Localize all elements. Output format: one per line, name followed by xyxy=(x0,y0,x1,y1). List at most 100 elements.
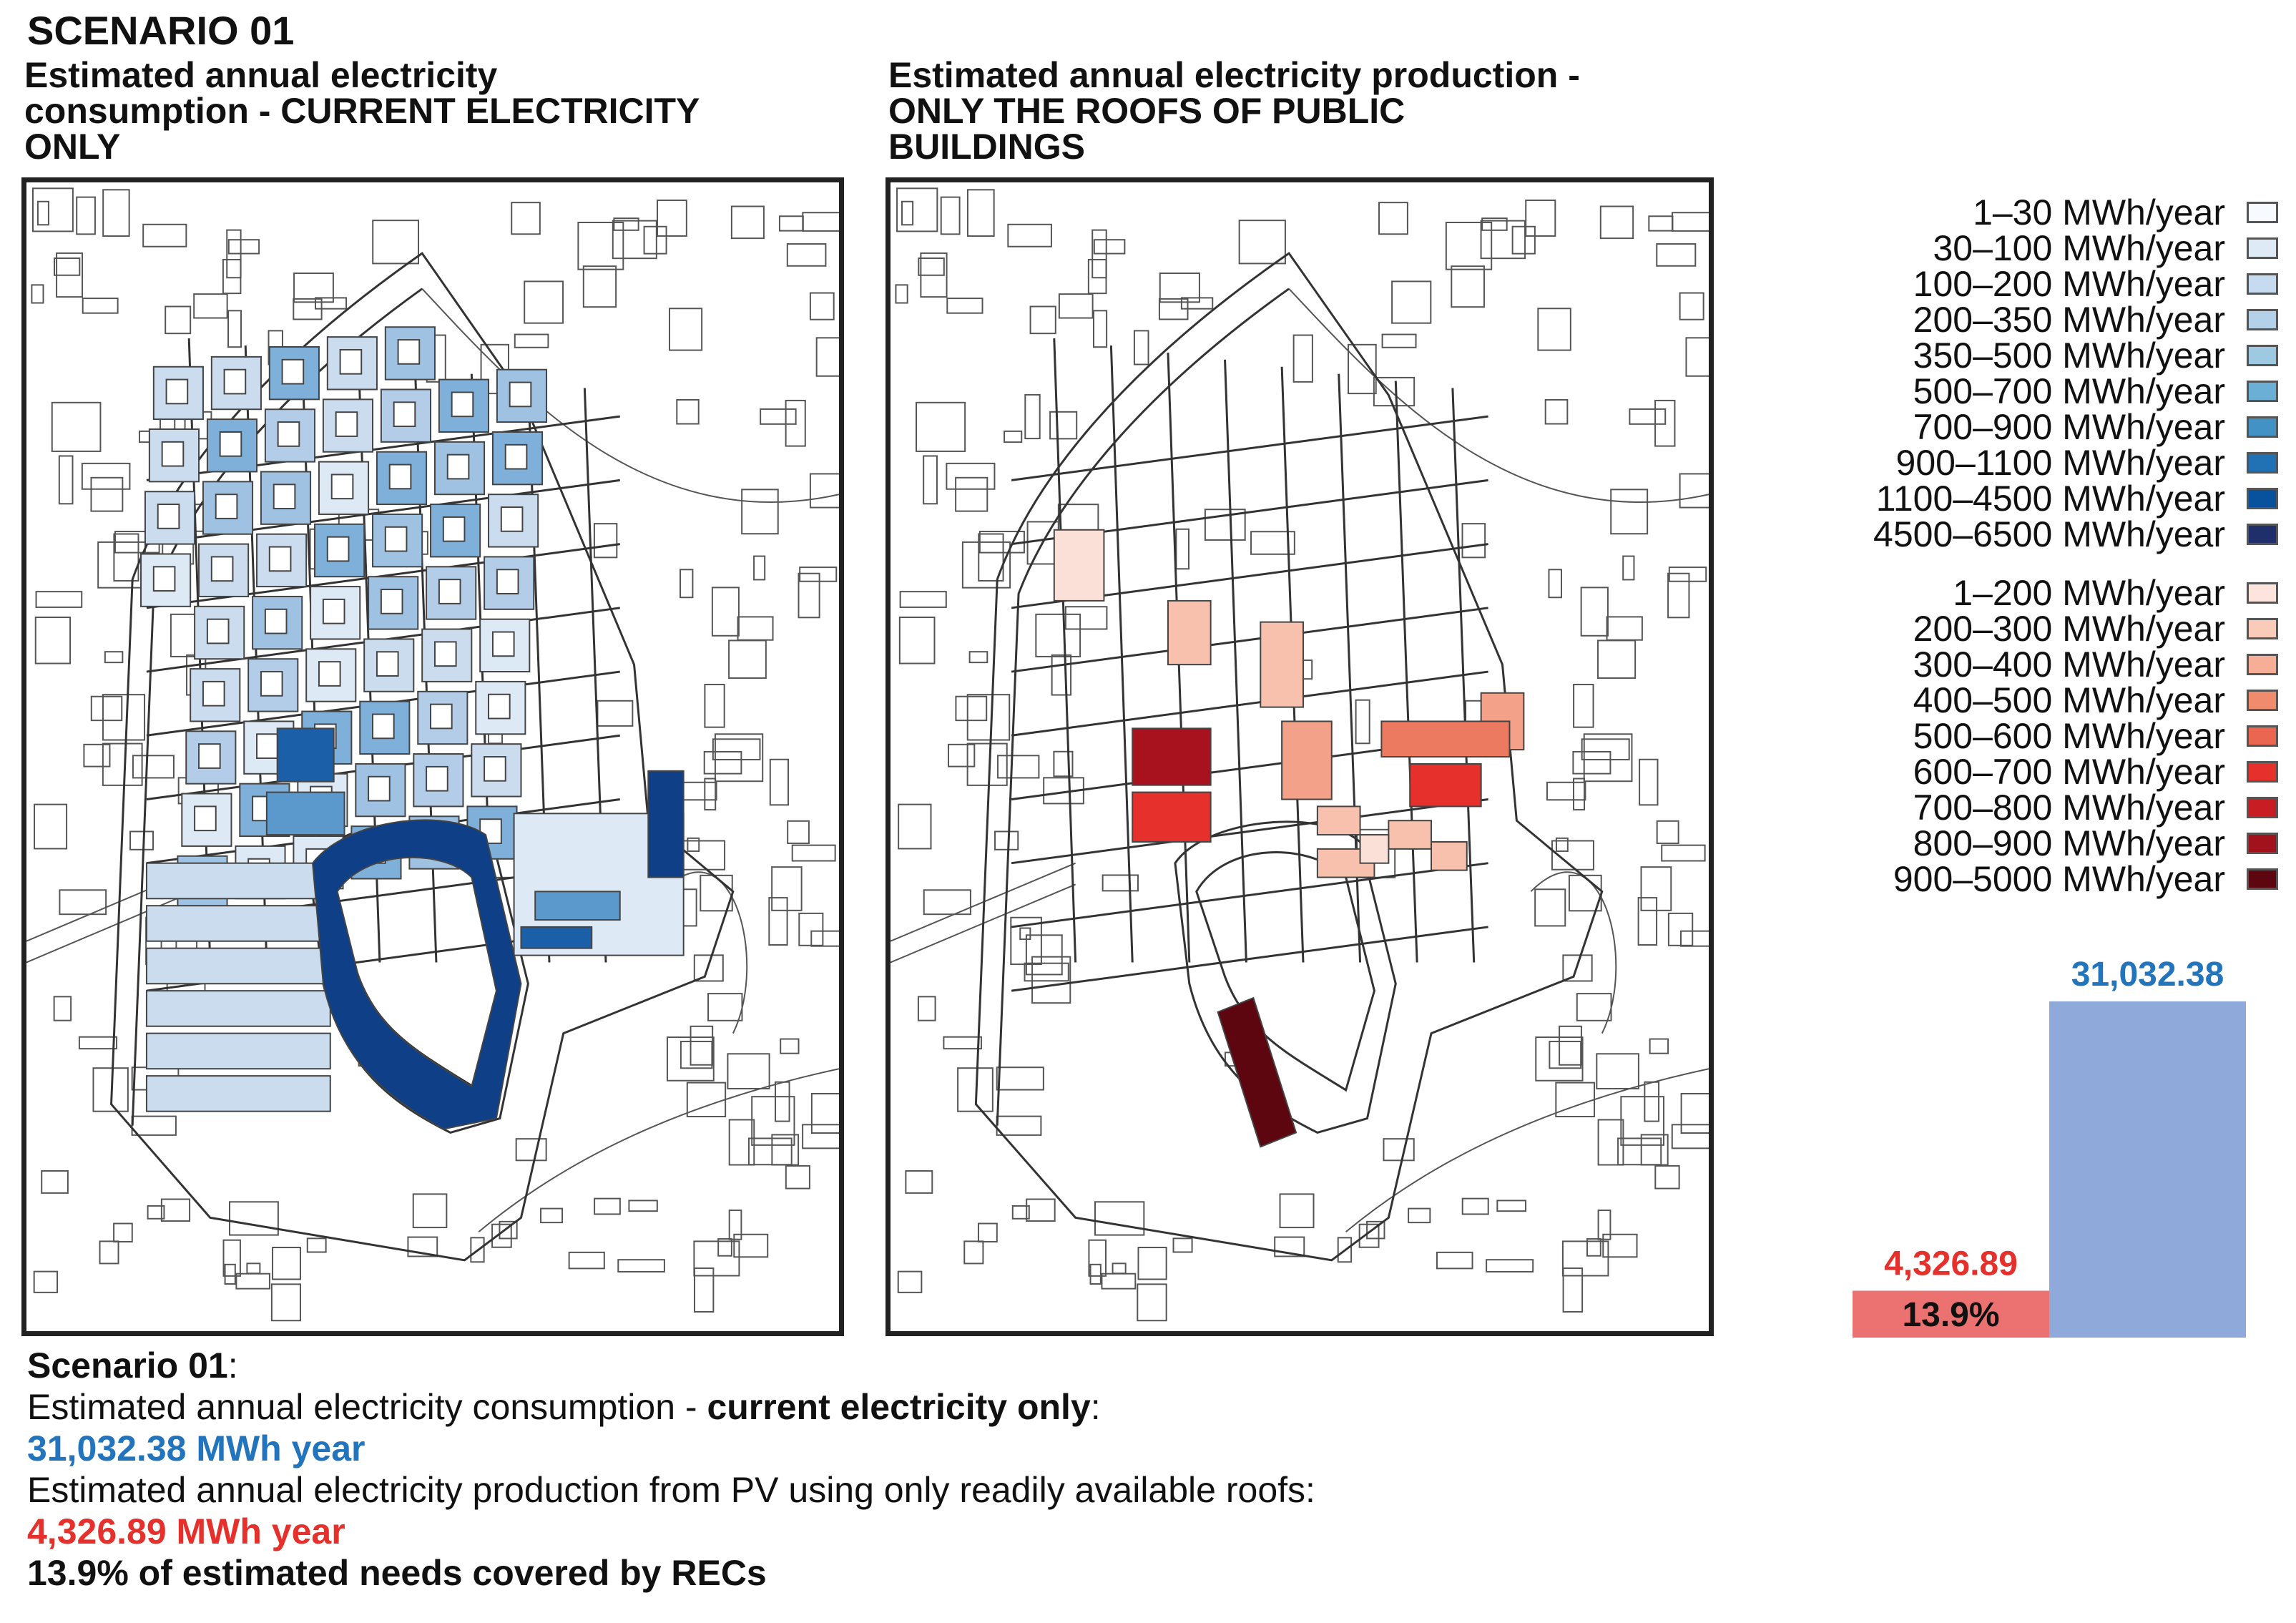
production-legend-label: 900–5000 MWh/year xyxy=(1893,859,2225,899)
building-outline xyxy=(597,700,634,727)
building-outline xyxy=(1451,265,1485,308)
building-outline xyxy=(916,401,966,452)
building-outline xyxy=(132,755,175,779)
block-courtyard xyxy=(277,421,300,447)
building-outline xyxy=(293,273,334,303)
building-outline xyxy=(1004,430,1023,443)
production-map[interactable] xyxy=(885,177,1714,1336)
building-outline xyxy=(1549,1041,1582,1069)
district-boundary xyxy=(974,252,1604,1262)
production-roofs xyxy=(1053,529,1525,1148)
consumption-legend-swatch xyxy=(2247,273,2278,295)
production-legend-label: 1–200 MWh/year xyxy=(1953,573,2225,613)
building-outline xyxy=(235,1273,270,1290)
building-outline xyxy=(1580,587,1609,637)
building-outline xyxy=(753,555,766,581)
building-outline xyxy=(1391,280,1432,324)
building-outline xyxy=(798,572,820,619)
central-park-outline xyxy=(1195,851,1375,1092)
building-outline xyxy=(1101,1273,1137,1290)
block-courtyard xyxy=(210,556,234,582)
building-outline xyxy=(1102,874,1139,892)
building-outline xyxy=(676,398,700,425)
consumption-block xyxy=(145,905,331,942)
building-outline xyxy=(1656,243,1697,267)
consumption-legend-swatch xyxy=(2247,381,2278,402)
building-outline xyxy=(1581,738,1630,760)
building-outline xyxy=(704,778,717,811)
block-courtyard xyxy=(376,651,399,677)
building-outline xyxy=(102,742,143,786)
block-courtyard xyxy=(281,358,305,385)
production-legend-row: 800–900 MWh/year xyxy=(1913,825,2278,861)
building-outline xyxy=(270,1283,301,1322)
block-courtyard xyxy=(430,703,453,730)
building-outline xyxy=(1597,1119,1624,1166)
production-legend-row: 1–200 MWh/year xyxy=(1953,575,2278,611)
building-outline xyxy=(76,196,96,235)
building-outline xyxy=(1175,528,1190,570)
building-outline xyxy=(955,476,988,512)
building-outline xyxy=(896,187,938,232)
road-edge xyxy=(1345,1068,1709,1232)
building-outline xyxy=(1348,343,1377,395)
production-legend-label: 800–900 MWh/year xyxy=(1913,823,2225,863)
building-outline xyxy=(712,738,761,760)
building-outline xyxy=(412,1193,448,1229)
building-outline xyxy=(1639,758,1659,806)
consumption-map[interactable] xyxy=(21,177,844,1336)
building-outline xyxy=(717,1238,732,1257)
building-outline xyxy=(966,189,995,237)
street xyxy=(1224,359,1247,963)
building-outline xyxy=(470,1237,485,1263)
consumption-map-title: Estimated annual electricity consumption… xyxy=(24,55,700,167)
building-outline xyxy=(593,523,618,559)
building-outline xyxy=(1622,555,1635,581)
summary-consumption-value: 31,032.38 MWh year xyxy=(27,1428,366,1468)
production-roof xyxy=(1388,820,1433,850)
consumption-legend-swatch xyxy=(2247,452,2278,474)
building-outline xyxy=(1597,639,1637,679)
building-outline xyxy=(1159,273,1200,303)
building-outline xyxy=(917,996,936,1021)
building-outline xyxy=(978,533,1004,582)
building-outline xyxy=(996,1115,1042,1136)
building-outline xyxy=(1555,837,1569,852)
production-legend-swatch xyxy=(2247,582,2278,604)
building-outline xyxy=(966,742,1008,786)
consumption-legend-row: 30–100 MWh/year xyxy=(1933,230,2278,266)
building-outline xyxy=(315,297,348,310)
building-outline xyxy=(780,1038,800,1054)
building-outline xyxy=(31,284,44,304)
building-outline xyxy=(898,803,932,850)
building-outline xyxy=(694,1267,715,1313)
production-legend-swatch xyxy=(2247,833,2278,854)
building-outline xyxy=(1583,733,1633,783)
building-outline xyxy=(728,1209,742,1240)
building-outline xyxy=(34,617,72,665)
river-bank xyxy=(421,288,839,503)
building-outline xyxy=(160,1198,191,1222)
building-outline xyxy=(703,750,742,775)
consumption-block xyxy=(260,471,312,525)
production-legend-swatch xyxy=(2247,618,2278,639)
block-courtyard xyxy=(223,368,247,395)
building-outline xyxy=(1381,333,1417,348)
production-roof-highest xyxy=(1217,996,1297,1148)
consumption-legend-row: 900–1100 MWh/year xyxy=(1896,445,2278,481)
consumption-block xyxy=(368,576,419,630)
block-courtyard xyxy=(215,494,238,519)
production-legend-row: 300–400 MWh/year xyxy=(1913,647,2278,682)
building-outline xyxy=(693,1240,740,1277)
block-courtyard xyxy=(393,401,416,428)
building-outline xyxy=(1667,572,1690,619)
street xyxy=(1109,345,1134,963)
production-roof xyxy=(1281,720,1333,800)
building-outline xyxy=(711,587,740,637)
building-outline xyxy=(131,1115,177,1136)
building-outline xyxy=(747,1137,793,1166)
consumption-block xyxy=(145,1075,331,1112)
building-outline xyxy=(1671,212,1709,232)
building-outline xyxy=(1511,225,1536,255)
building-outline xyxy=(1561,1240,1609,1277)
